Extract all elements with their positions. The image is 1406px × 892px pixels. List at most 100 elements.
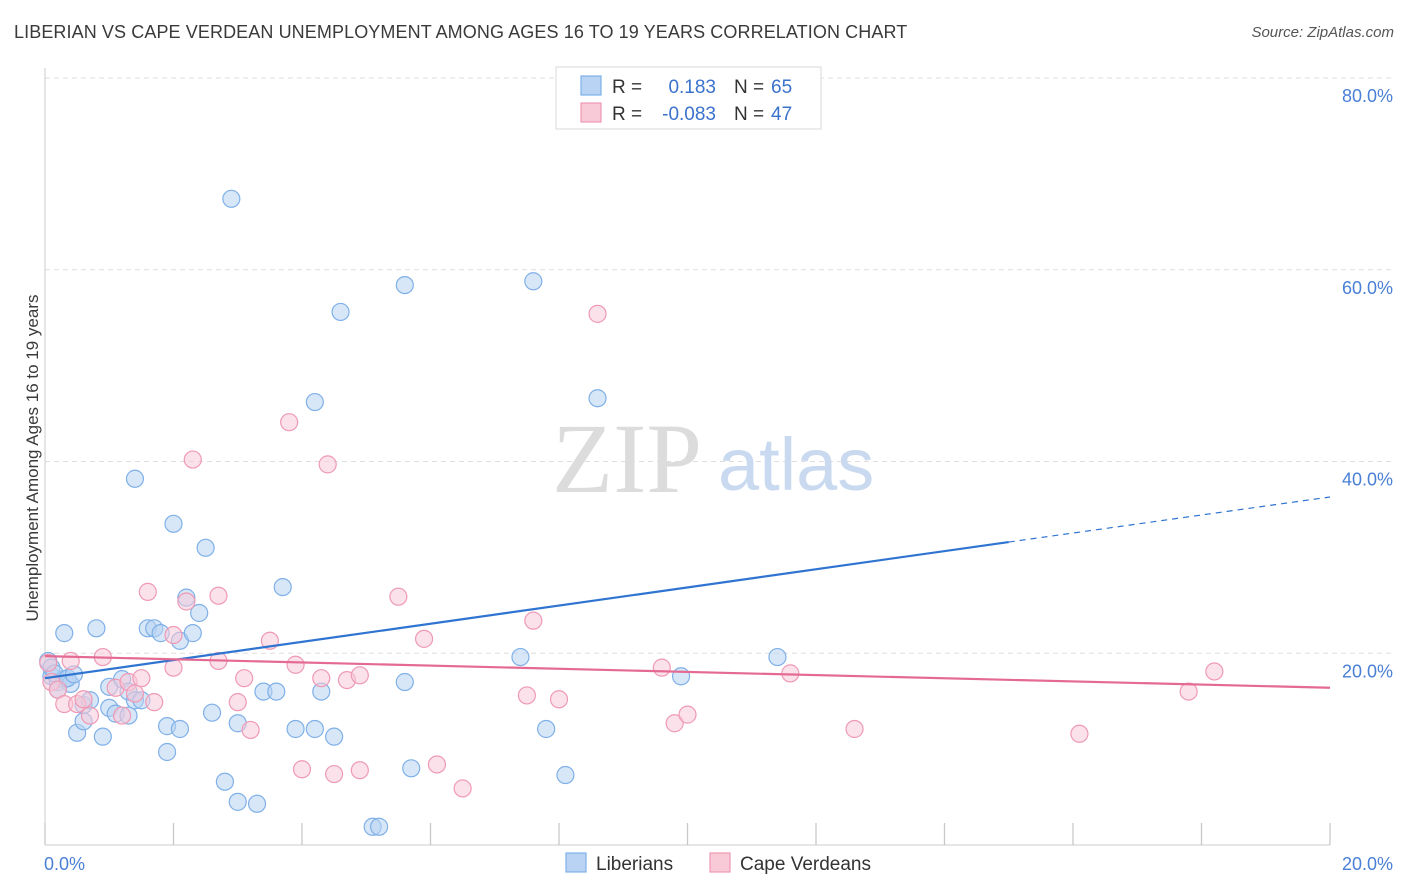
liberians-point [87,619,106,638]
grid-lines [45,77,1392,654]
liberians-point [395,672,414,692]
cape-verdeans-point [164,625,183,645]
liberians-point [55,624,74,643]
liberians-point [157,742,177,762]
liberians-point [370,817,389,836]
cape-verdeans-point [183,450,202,469]
liberians-point [183,624,202,643]
trend-line-cape-verdeans [44,655,1331,689]
cape-verdeans-point [524,611,543,630]
cape-verdeans-point [549,690,569,709]
source-label: Source: ZipAtlas.com [1251,24,1394,41]
cape-verdeans-point [61,651,80,671]
cape-verdeans-point [145,693,164,712]
liberians-point [286,719,305,739]
chart-title: LIBERIAN VS CAPE VERDEAN UNEMPLOYMENT AM… [14,22,908,42]
liberians-point [395,275,414,295]
cape-verdeans-point [517,686,536,705]
liberians-point [305,719,324,739]
liberians-point [305,392,324,412]
liberians-point [511,647,530,667]
liberians-point [196,538,215,557]
liberians-point [402,759,421,778]
legend-r-value-2: -0.083 [662,104,716,125]
liberians-point [524,272,543,291]
y-tick-labels: 20.0% 40.0% 60.0% 80.0% [1342,86,1393,681]
x-tick-label: 20.0% [1342,854,1393,874]
cape-verdeans-point [414,629,434,648]
y-tick-label: 40.0% [1342,470,1393,490]
liberians-point [671,667,691,686]
cape-verdeans-point [241,720,260,740]
legend-n-value-2: 47 [771,104,792,125]
cape-verdeans-point [209,586,228,605]
cape-verdeans-point [138,582,157,601]
liberians-point [267,682,286,701]
cape-verdeans-point [678,705,697,724]
legend-n-label-2: N = [734,104,764,125]
cape-verdeans-point [280,413,299,432]
cape-verdeans-point [845,719,864,739]
bottom-legend-liberians: Liberians [596,854,673,875]
bottom-legend-swatch-liberians [565,852,587,873]
trend-line-liberians [44,540,1009,680]
trend-lines [44,496,1331,689]
cape-verdeans-point [588,304,607,323]
series-liberians-points [39,189,787,836]
liberians-point [228,792,247,811]
cape-verdeans-point [1205,662,1224,681]
watermark: ZIP atlas [552,403,874,514]
x-tick-label: 0.0% [44,854,85,874]
trend-line-liberians-extension [1008,496,1331,543]
liberians-point [556,765,575,785]
y-tick-label: 20.0% [1342,661,1393,681]
legend-n-value-1: 65 [771,77,792,98]
correlation-legend: R = 0.183 N = 65 R = -0.083 N = 47 [555,66,822,130]
cape-verdeans-point [350,666,369,685]
liberians-point [273,577,292,597]
cape-verdeans-point [312,669,331,688]
cape-verdeans-point [132,669,151,688]
legend-swatch-cape-verdeans [580,102,602,123]
liberians-point [202,703,222,722]
cape-verdeans-point [74,690,93,709]
cape-verdeans-point [318,455,337,474]
cape-verdeans-point [453,779,472,798]
cape-verdeans-point [1179,682,1198,701]
cape-verdeans-point [1070,724,1089,743]
cape-verdeans-point [228,693,247,712]
series-legend: Liberians Cape Verdeans [565,852,871,875]
liberians-point [588,389,607,408]
cape-verdeans-point [652,658,671,677]
cape-verdeans-point [112,706,132,725]
liberians-point [164,514,183,533]
bottom-legend-swatch-cape-verdeans [709,852,731,873]
liberians-point [190,603,209,623]
series-cape-verdeans-points [39,304,1224,798]
liberians-point [325,727,344,746]
watermark-atlas: atlas [718,423,874,506]
y-tick-label: 80.0% [1342,86,1393,106]
cape-verdeans-point [325,764,344,784]
cape-verdeans-point [389,587,408,606]
y-tick-label: 60.0% [1342,278,1393,298]
cape-verdeans-point [350,761,369,780]
cape-verdeans-point [125,684,145,703]
cape-verdeans-point [286,655,305,674]
cape-verdeans-point [427,755,447,774]
cape-verdeans-point [665,714,684,733]
cape-verdeans-point [80,706,100,725]
legend-n-label-1: N = [734,77,764,98]
legend-r-label-2: R = [612,104,642,125]
liberians-point [215,772,234,791]
legend-r-label-1: R = [612,77,642,98]
liberians-point [93,727,112,746]
cape-verdeans-point [39,653,58,672]
liberians-point [222,189,241,208]
legend-swatch-liberians [580,75,602,96]
liberians-point [125,469,145,488]
cape-verdeans-point [177,592,196,611]
liberians-point [331,302,350,322]
bottom-legend-cape-verdeans: Cape Verdeans [740,854,871,875]
